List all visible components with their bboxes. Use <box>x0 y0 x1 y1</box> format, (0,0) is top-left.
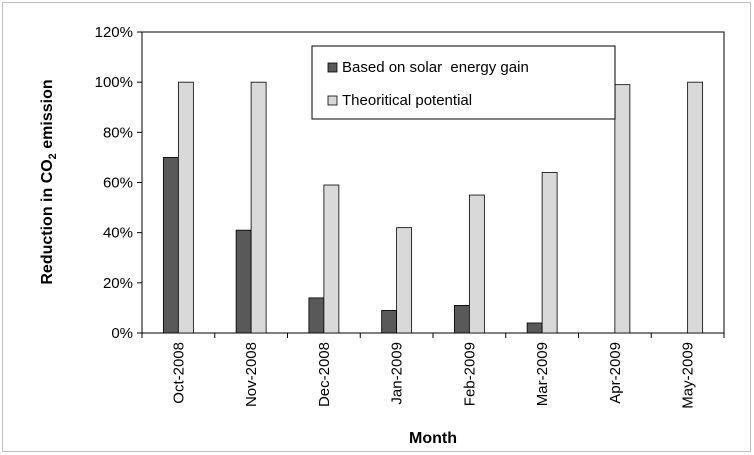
x-tick-label: Nov-2008 <box>243 342 260 407</box>
bar-solar-jan-2009 <box>381 310 398 334</box>
x-axis: Oct-2008 Nov-2008 Dec-2008 Jan-2009 Feb-2009… <box>141 333 725 409</box>
y-axis: 0% 20% 40% 60% 80% 100% 120% <box>95 24 142 342</box>
bar-theoretical-mar-2009 <box>541 172 558 334</box>
x-tick-label: Oct-2008 <box>170 342 187 404</box>
bar-solar-dec-2008 <box>308 297 325 334</box>
legend: Based on solar energy gain Theoritical p… <box>311 45 616 120</box>
bar-solar-mar-2009 <box>526 322 543 334</box>
y-tick-label: 40% <box>103 225 133 242</box>
bar-theoretical-feb-2009 <box>468 194 485 334</box>
y-axis-title-tail: emission <box>39 79 56 153</box>
legend-box <box>311 45 616 120</box>
x-tick-label: Feb-2009 <box>461 342 478 406</box>
legend-label-theoretical: Theoritical potential <box>342 92 472 109</box>
bar-theoretical-apr-2009 <box>614 84 631 334</box>
y-tick-label: 120% <box>95 24 133 41</box>
x-axis-title: Month <box>409 430 457 447</box>
y-axis-title-main: Reduction in CO <box>39 159 56 284</box>
y-tick-label: 100% <box>95 74 133 91</box>
y-tick-label: 20% <box>103 275 133 292</box>
legend-swatch-solar <box>327 62 338 73</box>
y-axis-title: Reduction in CO2 emission <box>39 79 59 284</box>
y-tick-label: 60% <box>103 175 133 192</box>
bar-solar-feb-2009 <box>453 305 470 334</box>
bar-solar-oct-2008 <box>162 157 179 334</box>
y-axis-title-subscript: 2 <box>47 153 59 159</box>
bar-theoretical-may-2009 <box>687 81 704 334</box>
legend-label-solar: Based on solar energy gain <box>342 59 529 76</box>
bar-theoretical-dec-2008 <box>323 184 340 334</box>
bar-theoretical-jan-2009 <box>396 227 413 334</box>
x-tick-label: Mar-2009 <box>534 342 551 406</box>
y-tick-label: 0% <box>111 325 133 342</box>
x-tick-label: Dec-2008 <box>316 342 333 407</box>
x-tick-label: Apr-2009 <box>607 342 624 404</box>
bars <box>162 81 704 334</box>
x-tick-label: May-2009 <box>680 342 697 409</box>
bar-solar-nov-2008 <box>235 229 252 334</box>
bar-theoretical-nov-2008 <box>250 81 267 334</box>
y-tick-label: 80% <box>103 124 133 141</box>
legend-swatch-theoretical <box>327 95 338 106</box>
bar-theoretical-oct-2008 <box>177 81 194 334</box>
x-tick-label: Jan-2009 <box>389 342 406 405</box>
